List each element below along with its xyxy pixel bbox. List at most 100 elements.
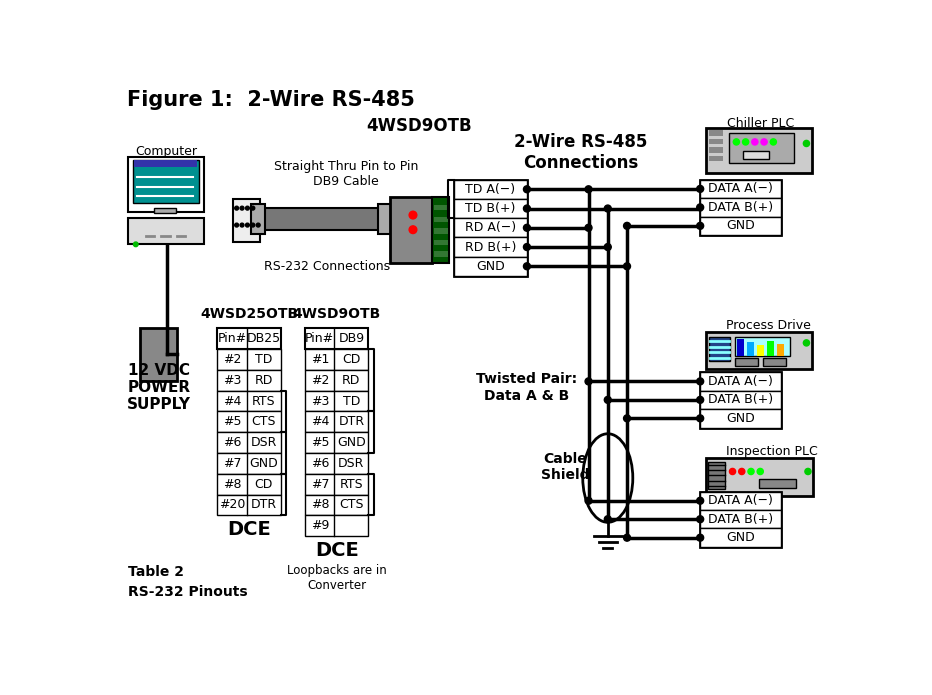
Circle shape (697, 378, 704, 385)
Text: CD: CD (254, 477, 273, 491)
Bar (305, 411, 368, 432)
Circle shape (624, 222, 630, 229)
Bar (454, 238, 527, 256)
Bar (433, 252, 447, 256)
Text: Computer: Computer (135, 145, 198, 158)
Text: RS-232 Pinouts: RS-232 Pinouts (128, 584, 248, 598)
Bar (252, 204, 265, 234)
Circle shape (739, 468, 745, 475)
Text: Straight Thru Pin to Pin
DB9 Cable: Straight Thru Pin to Pin DB9 Cable (274, 161, 418, 188)
Circle shape (733, 139, 739, 145)
Bar (737, 339, 744, 356)
Text: Inspection PLC: Inspection PLC (726, 445, 817, 458)
Circle shape (133, 242, 138, 247)
Bar (305, 328, 368, 349)
Bar (454, 199, 527, 218)
Bar (700, 391, 781, 409)
Text: 4WSD25OTB: 4WSD25OTB (199, 307, 298, 321)
Bar (217, 411, 281, 432)
Bar (708, 337, 730, 361)
Bar (305, 474, 368, 495)
Text: Pin#: Pin# (306, 332, 335, 345)
Text: TD B(+): TD B(+) (465, 202, 515, 215)
Text: Pin#: Pin# (217, 332, 247, 345)
Text: TD A(−): TD A(−) (465, 183, 515, 196)
Bar (454, 179, 527, 276)
Circle shape (251, 223, 254, 227)
Bar (305, 432, 368, 453)
Bar (217, 474, 281, 495)
Text: TD: TD (255, 353, 272, 366)
Circle shape (240, 223, 244, 227)
Text: GND: GND (476, 260, 505, 272)
Text: RD B(+): RD B(+) (465, 240, 516, 254)
Bar (743, 151, 770, 159)
Circle shape (697, 498, 704, 504)
Text: DB25: DB25 (247, 332, 281, 345)
Circle shape (585, 224, 592, 231)
Circle shape (235, 223, 239, 227)
Circle shape (240, 206, 244, 210)
Bar (767, 341, 774, 356)
Circle shape (235, 206, 239, 210)
Bar (217, 349, 281, 370)
Circle shape (624, 263, 630, 270)
Text: DATA A(−): DATA A(−) (708, 182, 773, 195)
Bar (708, 147, 722, 153)
Text: RD A(−): RD A(−) (465, 221, 516, 234)
Text: 2-Wire RS-485
Connections: 2-Wire RS-485 Connections (514, 133, 648, 172)
Bar (217, 495, 281, 516)
Bar (128, 218, 203, 245)
Circle shape (585, 378, 592, 385)
Bar (700, 372, 781, 391)
Bar (305, 349, 368, 370)
Bar (777, 343, 784, 356)
Bar (155, 208, 176, 213)
Circle shape (524, 186, 530, 193)
Circle shape (697, 415, 704, 422)
Bar (454, 218, 527, 238)
Bar (305, 453, 368, 474)
Text: Cable
Shield: Cable Shield (541, 452, 590, 482)
Bar (700, 510, 781, 528)
Bar (708, 139, 722, 145)
Circle shape (803, 140, 810, 147)
Circle shape (585, 498, 592, 504)
Text: DB9: DB9 (338, 332, 364, 345)
Circle shape (697, 222, 704, 229)
Text: #1: #1 (310, 353, 329, 366)
Circle shape (761, 139, 767, 145)
Text: DCE: DCE (315, 541, 359, 560)
Circle shape (697, 186, 704, 193)
Text: DSR: DSR (338, 457, 364, 470)
Bar (217, 391, 281, 411)
Text: GND: GND (337, 436, 365, 449)
Bar (433, 240, 447, 245)
Text: GND: GND (726, 531, 755, 544)
Bar (454, 179, 527, 199)
Bar (305, 370, 368, 391)
Circle shape (697, 204, 704, 211)
Text: DATA B(+): DATA B(+) (708, 513, 774, 525)
Text: CTS: CTS (252, 416, 276, 428)
Bar (700, 491, 781, 510)
Bar (217, 370, 281, 391)
Circle shape (604, 243, 611, 250)
Circle shape (251, 206, 254, 210)
Text: #8: #8 (223, 477, 241, 491)
Text: DATA A(−): DATA A(−) (708, 494, 773, 507)
Bar (141, 328, 177, 381)
Text: RTS: RTS (252, 395, 275, 407)
Text: #3: #3 (223, 374, 241, 386)
Text: Table 2: Table 2 (128, 565, 184, 580)
Bar (763, 359, 787, 366)
Text: #5: #5 (310, 436, 329, 449)
Circle shape (604, 396, 611, 403)
Bar (760, 479, 797, 489)
Bar (305, 391, 368, 411)
Bar (708, 462, 725, 489)
Bar (217, 453, 281, 474)
Text: Loopbacks are in
Converter: Loopbacks are in Converter (287, 564, 387, 591)
Circle shape (757, 468, 763, 475)
Circle shape (747, 468, 754, 475)
